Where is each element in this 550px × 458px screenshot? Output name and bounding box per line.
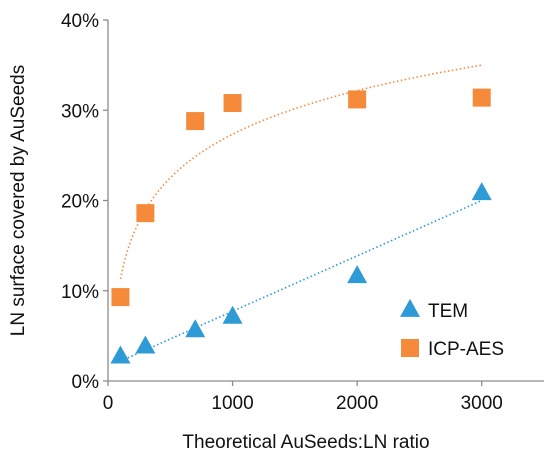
data-point-tem xyxy=(222,305,243,324)
y-tick-label: 10% xyxy=(61,282,99,303)
legend-marker-tem xyxy=(400,298,420,317)
data-point-tem xyxy=(135,335,156,354)
data-point-tem xyxy=(185,319,206,338)
legend: TEM ICP-AES xyxy=(400,298,504,360)
legend-label-icp-aes: ICP-AES xyxy=(428,339,504,360)
data-point-icp-aes xyxy=(186,112,205,131)
x-axis-title: Theoretical AuSeeds:LN ratio xyxy=(182,432,429,453)
x-tick-label: 1000 xyxy=(211,393,253,414)
trendline-icp-aes xyxy=(119,64,482,280)
y-tick-label: 40% xyxy=(61,11,99,32)
axes: 0% 10% 20% 30% 40% 0 1000 2000 3000 xyxy=(61,11,544,414)
plot-area xyxy=(110,64,492,364)
legend-marker-icp-aes xyxy=(401,339,419,357)
y-tick-label: 20% xyxy=(61,192,99,213)
data-point-tem xyxy=(471,182,492,201)
data-point-icp-aes xyxy=(472,88,491,107)
x-tick-label: 2000 xyxy=(336,393,378,414)
data-point-icp-aes xyxy=(111,288,130,307)
data-point-tem xyxy=(347,265,368,284)
x-tick-label: 0 xyxy=(103,393,114,414)
y-axis-title: LN surface covered by AuSeeds xyxy=(8,65,29,336)
legend-label-tem: TEM xyxy=(428,301,468,322)
trendline-tem xyxy=(120,199,483,362)
data-point-tem xyxy=(110,345,131,364)
y-tick-label: 30% xyxy=(61,101,99,122)
x-tick-label: 3000 xyxy=(461,393,503,414)
data-point-icp-aes xyxy=(136,204,155,223)
data-point-icp-aes xyxy=(223,94,242,113)
y-tick-label: 0% xyxy=(72,372,100,393)
data-point-icp-aes xyxy=(348,90,367,109)
